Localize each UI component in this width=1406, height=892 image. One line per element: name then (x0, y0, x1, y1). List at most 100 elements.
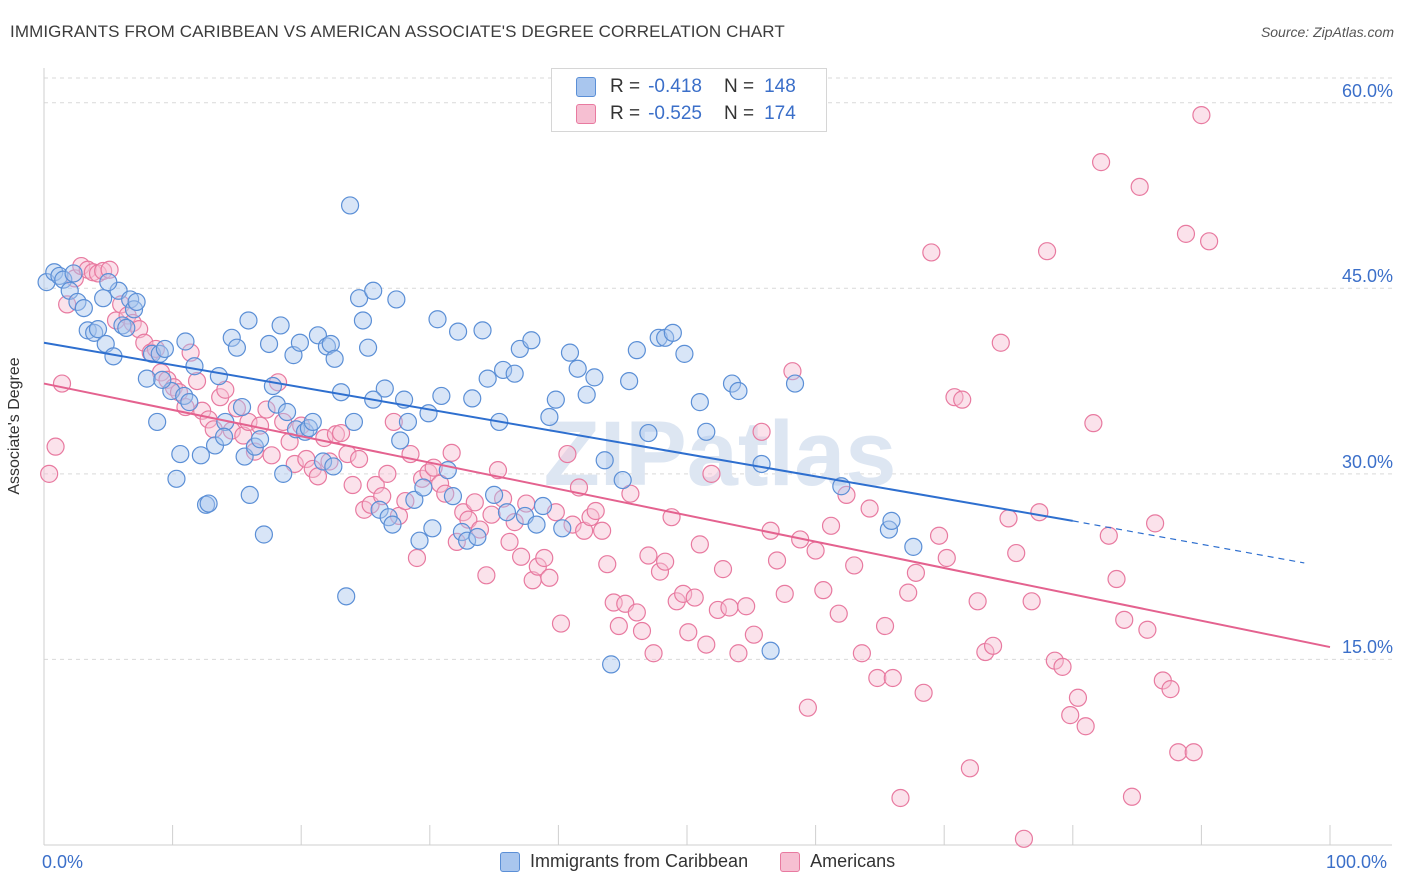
americans-point (729, 644, 748, 663)
americans-point (442, 443, 461, 462)
americans-point (690, 535, 709, 554)
stats-legend: R = -0.418 N = 148 R = -0.525 N = 174 (551, 68, 827, 132)
americans-point (331, 423, 351, 443)
americans-point (593, 521, 612, 540)
caribbean-point (321, 334, 340, 354)
caribbean-point (250, 430, 270, 449)
americans-point (708, 600, 727, 620)
americans-point (1169, 743, 1188, 762)
caribbean-point (239, 311, 258, 330)
caribbean-point (904, 537, 923, 556)
americans-point (540, 568, 559, 587)
caribbean-point (94, 289, 113, 308)
caribbean-point (353, 311, 373, 330)
caribbean-point (267, 395, 286, 414)
americans-point (1007, 543, 1026, 563)
watermark: ZIPatlas (544, 403, 897, 505)
americans-point (883, 668, 902, 688)
source-label: Source: ZipAtlas.com (1260, 24, 1394, 40)
caribbean-point (697, 422, 716, 441)
americans-point (551, 614, 571, 633)
caribbean-point (199, 494, 218, 513)
caribbean-point (602, 655, 621, 674)
caribbean-point (560, 343, 580, 362)
americans-point (40, 464, 59, 483)
caribbean-point (423, 519, 442, 538)
americans-point (821, 516, 841, 535)
americans-point (1053, 657, 1072, 676)
caribbean-point (546, 390, 565, 409)
caribbean-point (414, 478, 433, 497)
americans-point (860, 499, 879, 518)
caribbean-point (153, 370, 172, 389)
caribbean-point (303, 412, 322, 432)
legend-item-americans[interactable]: Americans (780, 851, 895, 872)
caribbean-point (494, 360, 513, 380)
caribbean-point (263, 376, 283, 396)
caribbean-point (180, 393, 199, 412)
caribbean-point (391, 431, 410, 450)
caribbean-point (649, 328, 668, 347)
americans-point (378, 464, 397, 483)
caribbean-point (209, 367, 228, 386)
americans-swatch (780, 851, 801, 872)
caribbean-point (124, 300, 144, 319)
americans-point (720, 598, 739, 617)
americans-point (505, 513, 524, 532)
americans-point (702, 464, 721, 483)
americans-point (1099, 526, 1118, 545)
caribbean-points (37, 196, 923, 674)
caribbean-point (398, 412, 418, 432)
caribbean-point (127, 292, 146, 312)
caribbean-point (473, 321, 492, 340)
caribbean-point (639, 423, 658, 443)
americans-point (922, 243, 941, 262)
americans-point (806, 541, 825, 560)
caribbean-point (176, 332, 195, 351)
americans-point (1184, 743, 1203, 762)
stats-legend-row-pink: R = -0.525 N = 174 (576, 101, 796, 127)
americans-point (349, 449, 369, 469)
americans-point (621, 484, 640, 503)
americans-point (679, 623, 698, 642)
americans-point (674, 584, 693, 603)
americans-point (968, 592, 987, 611)
caribbean-point (259, 334, 279, 354)
americans-point (767, 551, 787, 570)
americans-point (953, 390, 972, 409)
caribbean-point (675, 344, 694, 363)
americans-point (1061, 706, 1080, 725)
caribbean-point (325, 349, 344, 368)
americans-point (384, 412, 403, 432)
americans-point (494, 489, 513, 508)
americans-point (609, 616, 628, 636)
americans-point (586, 501, 605, 521)
caribbean-point (722, 374, 742, 393)
caribbean-point (191, 446, 210, 465)
caribbean-point (274, 464, 293, 483)
americans-point (906, 563, 926, 582)
americans-point (639, 546, 658, 565)
trend-lines (43, 341, 1331, 649)
x-tick-label-max: 100.0% (1326, 852, 1388, 872)
americans-points (40, 106, 1219, 848)
n-label: N = (723, 103, 755, 124)
americans-point (158, 370, 177, 389)
caribbean-point (254, 525, 274, 544)
americans-point (627, 603, 646, 622)
americans-point (262, 446, 281, 465)
americans-point (257, 400, 276, 419)
legend-item-caribbean[interactable]: Immigrants from Caribbean (500, 851, 748, 872)
caribbean-point (497, 503, 517, 522)
americans-point (868, 668, 887, 688)
americans-point (604, 593, 623, 612)
americans-point (899, 583, 918, 602)
americans-point (798, 698, 817, 717)
caribbean-point (349, 289, 369, 308)
caribbean-point (88, 320, 108, 339)
americans-point (737, 597, 756, 616)
caribbean-point (227, 338, 246, 357)
caribbean-point (340, 196, 360, 215)
americans-point (181, 343, 200, 362)
